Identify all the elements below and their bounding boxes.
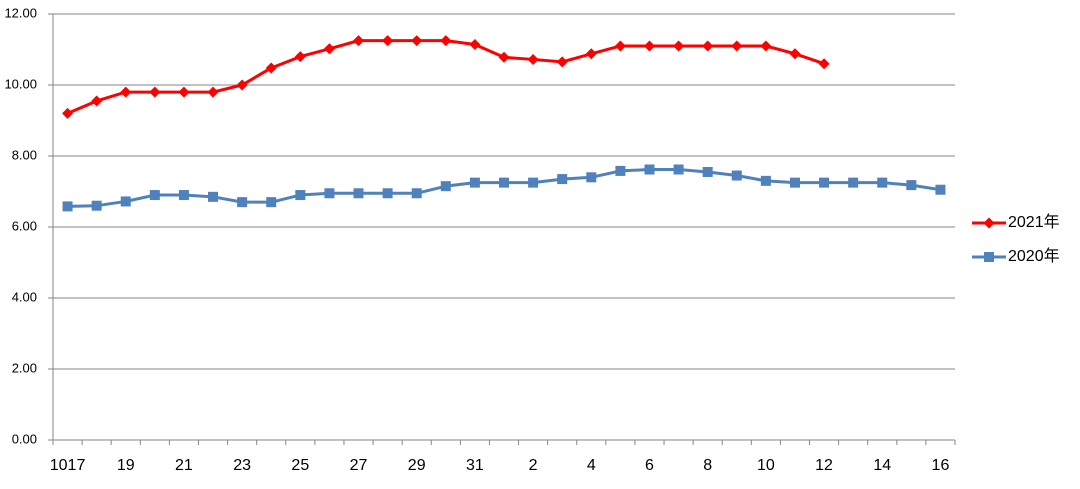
data-point — [702, 166, 713, 177]
data-point — [906, 180, 917, 191]
y-tick-label: 4.00 — [12, 289, 37, 304]
data-point — [266, 197, 277, 208]
data-point — [353, 35, 365, 47]
data-point — [149, 86, 161, 98]
data-point — [499, 177, 509, 188]
x-tick-label: 6 — [645, 457, 654, 474]
data-point — [236, 79, 248, 91]
data-point — [760, 175, 771, 186]
data-point — [877, 177, 888, 188]
data-point — [178, 190, 189, 201]
data-point — [382, 35, 394, 47]
x-tick-label: 16 — [932, 457, 950, 474]
data-point — [614, 40, 626, 52]
y-tick-label: 8.00 — [12, 147, 37, 162]
data-point — [789, 177, 800, 188]
y-tick-label: 0.00 — [12, 431, 37, 446]
x-tick-label: 4 — [587, 457, 596, 474]
data-point — [731, 170, 742, 181]
series-line — [67, 167, 941, 208]
data-point — [673, 40, 685, 52]
legend-label: 2020年 — [1008, 247, 1060, 265]
x-tick-label: 10 — [757, 457, 775, 474]
data-point — [789, 48, 801, 60]
data-point — [527, 53, 539, 65]
data-point — [731, 40, 743, 52]
series-line — [66, 39, 825, 115]
x-tick-label: 25 — [291, 457, 309, 474]
data-point — [120, 86, 132, 98]
data-point — [120, 196, 131, 207]
x-tick-label: 2 — [529, 457, 538, 474]
x-tick-label: 12 — [815, 457, 833, 474]
data-point — [91, 200, 102, 211]
data-point — [585, 48, 597, 60]
x-tick-label: 27 — [350, 457, 368, 474]
data-point — [91, 95, 103, 107]
x-tick-label: 19 — [117, 457, 135, 474]
data-point — [265, 62, 277, 74]
data-point — [440, 35, 452, 47]
data-point — [237, 197, 248, 208]
x-tick-label: 21 — [175, 457, 193, 474]
data-point — [818, 58, 830, 70]
data-point — [848, 177, 859, 188]
legend-label: 2021年 — [1008, 213, 1060, 231]
data-point — [556, 56, 568, 68]
data-point — [149, 190, 160, 201]
data-point — [208, 191, 219, 202]
data-point — [469, 39, 481, 51]
data-point — [673, 164, 684, 175]
data-point — [353, 188, 364, 199]
x-tick-label: 8 — [703, 457, 712, 474]
y-tick-label: 6.00 — [12, 218, 37, 233]
data-point — [469, 177, 480, 188]
data-point — [557, 174, 568, 185]
x-tick-label: 14 — [873, 457, 891, 474]
data-point — [178, 86, 190, 98]
data-point — [615, 165, 626, 176]
data-point — [644, 164, 655, 175]
data-point — [586, 172, 597, 183]
data-point — [207, 86, 219, 98]
data-point — [295, 190, 306, 201]
data-point — [498, 51, 510, 63]
legend-marker — [984, 252, 994, 262]
data-point — [440, 181, 451, 192]
data-point — [819, 177, 830, 188]
data-point — [528, 177, 539, 188]
data-point — [760, 40, 772, 52]
data-point — [411, 188, 422, 199]
x-tick-label: 23 — [233, 457, 251, 474]
x-tick-label: 29 — [408, 457, 426, 474]
data-point — [324, 188, 335, 199]
data-point — [643, 40, 655, 52]
x-tick-label: 31 — [466, 457, 484, 474]
data-point — [62, 201, 73, 212]
legend-marker — [983, 217, 995, 229]
data-point — [382, 188, 393, 199]
y-tick-label: 12.00 — [4, 5, 37, 20]
data-point — [62, 107, 74, 119]
x-tick-label: 1017 — [50, 457, 86, 474]
data-point — [294, 51, 306, 63]
data-point — [411, 35, 423, 47]
y-tick-label: 10.00 — [4, 76, 37, 91]
data-point — [323, 43, 335, 55]
data-point — [935, 184, 946, 195]
data-point — [702, 40, 714, 52]
y-tick-label: 2.00 — [12, 360, 37, 375]
